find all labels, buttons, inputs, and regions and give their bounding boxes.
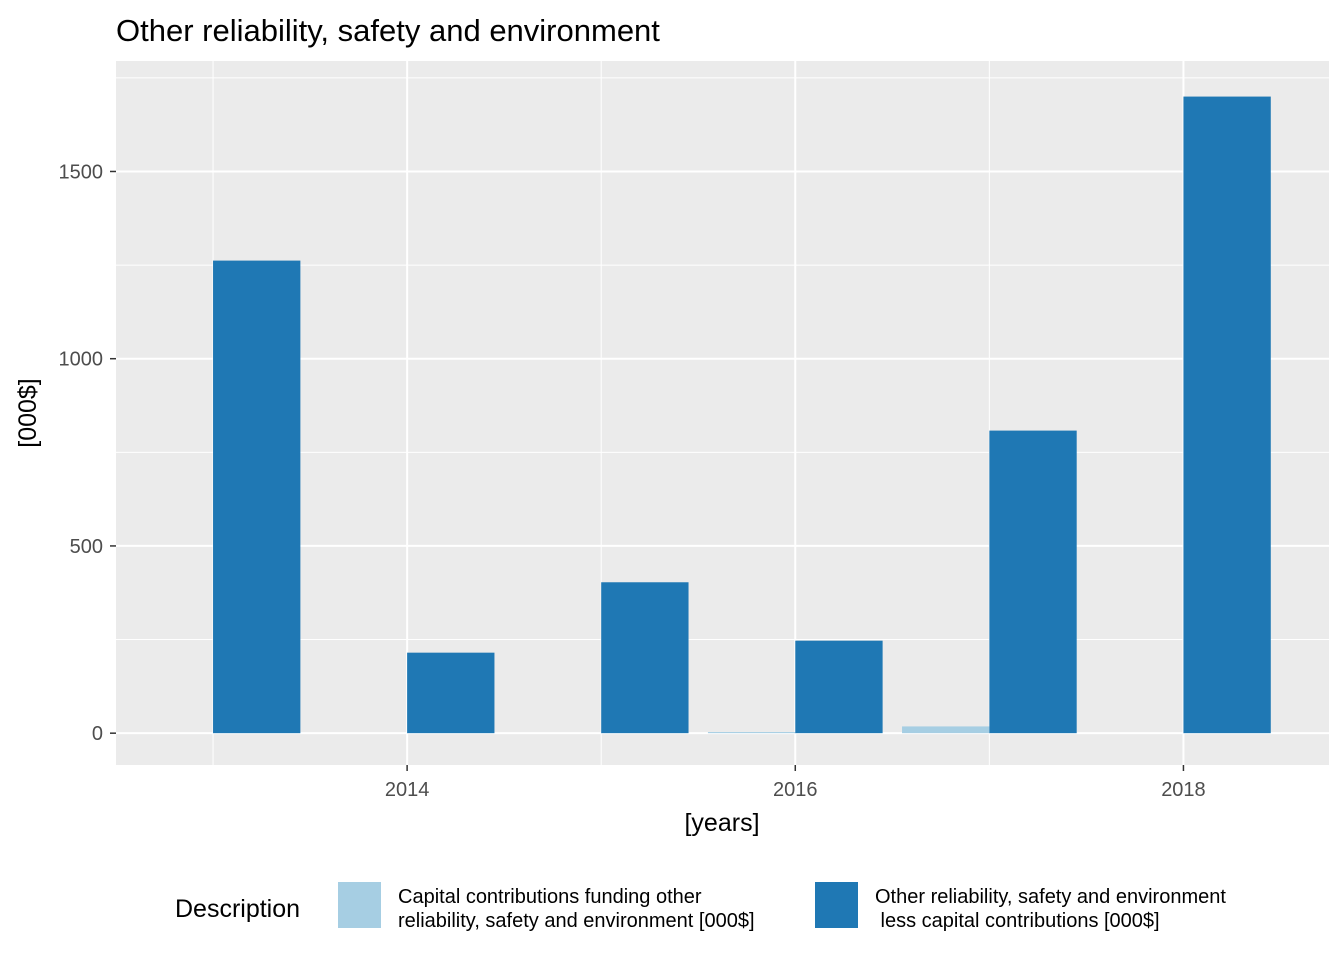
bar xyxy=(213,260,301,734)
legend-swatch xyxy=(815,882,858,928)
bar xyxy=(1183,96,1271,734)
bar xyxy=(795,640,883,734)
bar xyxy=(902,726,990,734)
legend-swatch xyxy=(338,882,381,928)
x-tick-label: 2018 xyxy=(1161,779,1206,801)
y-tick-label: 1500 xyxy=(59,161,104,183)
y-axis: 0 500 1000 1500 xyxy=(59,161,116,745)
y-tick-label: 1000 xyxy=(59,349,104,371)
legend-label: Capital contributions funding other relia… xyxy=(398,886,755,932)
y-axis-title: [000$] xyxy=(14,378,42,448)
legend-label: Other reliability, safety and environmen… xyxy=(875,886,1226,932)
x-axis-title: [years] xyxy=(684,809,759,837)
bars xyxy=(213,96,1271,734)
bar xyxy=(601,582,689,734)
bar xyxy=(407,652,495,734)
legend-title: Description xyxy=(175,895,300,923)
y-tick-label: 500 xyxy=(70,536,103,558)
x-tick-label: 2014 xyxy=(385,779,430,801)
x-axis: 2014 2016 2018 xyxy=(385,765,1206,801)
bar xyxy=(707,732,796,734)
chart-title: Other reliability, safety and environmen… xyxy=(116,13,660,48)
plot-panel xyxy=(116,61,1329,765)
x-tick-label: 2016 xyxy=(773,779,818,801)
y-tick-label: 0 xyxy=(92,723,103,745)
legend: Description Capital contributions fundin… xyxy=(175,882,1226,932)
bar xyxy=(989,430,1077,734)
